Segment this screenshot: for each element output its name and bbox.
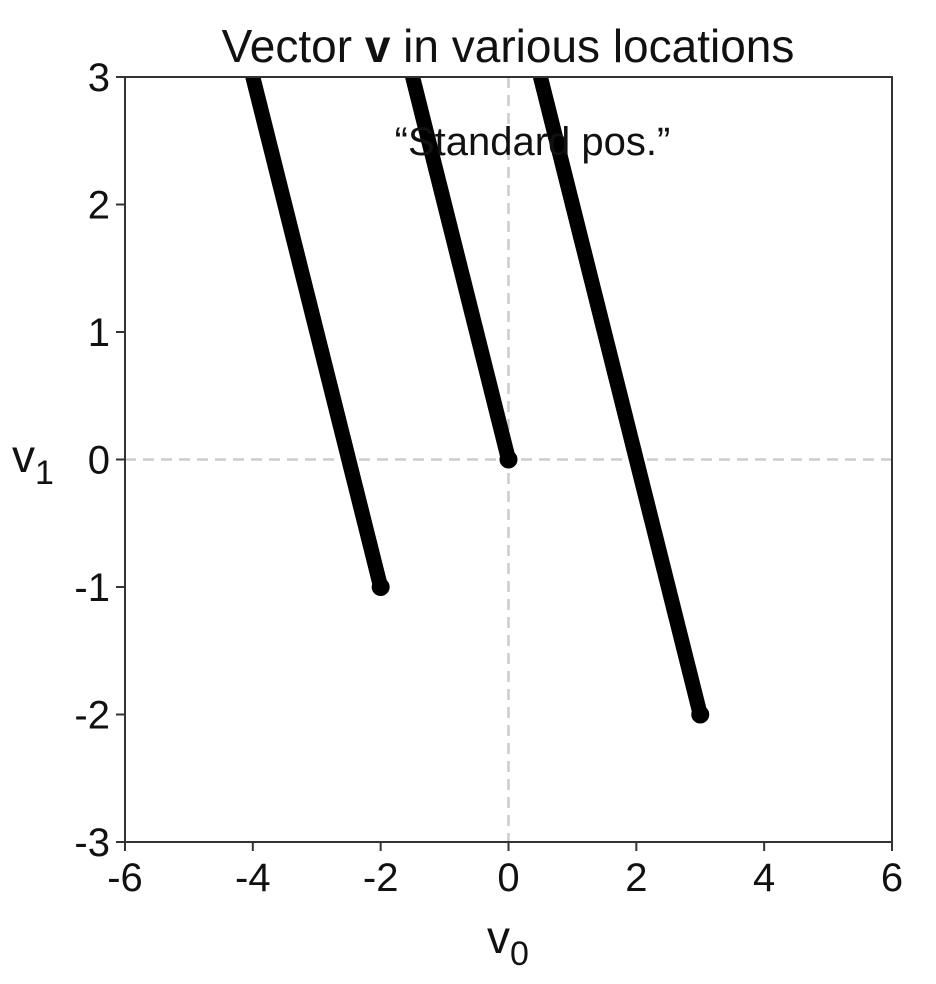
y-tick-label: 1 xyxy=(88,311,110,355)
vector-tail-dot xyxy=(499,450,518,469)
y-axis-label-subscript: 1 xyxy=(35,454,54,492)
x-axis-label-base: v xyxy=(487,911,510,963)
y-axis-label: v1 xyxy=(12,430,54,492)
annotation-standard-pos: “Standard pos.” xyxy=(395,120,671,164)
x-axis-label: v0 xyxy=(487,911,529,973)
x-tick-label: -2 xyxy=(363,856,399,900)
chart-title-part: in various locations xyxy=(390,20,794,72)
x-tick-label: 0 xyxy=(497,856,519,900)
vector-shaft xyxy=(404,77,516,462)
chart-title-part: Vector xyxy=(222,20,365,72)
y-tick-label: 3 xyxy=(88,56,110,100)
y-tick-label: -2 xyxy=(74,694,110,738)
vector-arrow-2 xyxy=(245,77,390,596)
x-tick-label: -6 xyxy=(107,856,143,900)
chart-title-bold-v: v xyxy=(365,20,391,72)
y-axis-label-base: v xyxy=(12,430,35,482)
vector-arrow-3 xyxy=(532,77,710,724)
vector-tail-dot xyxy=(371,578,390,596)
y-tick-label: -3 xyxy=(74,821,110,865)
x-axis-label-subscript: 0 xyxy=(510,935,529,973)
vectors-layer xyxy=(245,77,710,724)
x-tick-label: 6 xyxy=(881,856,903,900)
vector-shaft xyxy=(532,77,708,717)
y-tick-label: -1 xyxy=(74,566,110,610)
vector-tail-dot xyxy=(691,705,710,724)
x-tick-label: -4 xyxy=(235,856,271,900)
x-tick-label: 2 xyxy=(625,856,647,900)
y-tick-label: 2 xyxy=(88,184,110,228)
y-axis-ticks: -3 -2 -1 0 1 2 3 xyxy=(74,56,125,865)
y-tick-label: 0 xyxy=(88,439,110,483)
x-axis-ticks: -6 -4 -2 0 2 4 6 xyxy=(107,842,903,900)
vector-arrow-1 xyxy=(404,77,518,469)
x-tick-label: 4 xyxy=(753,856,775,900)
chart-title: Vector v in various locations xyxy=(222,20,795,72)
vector-shaft xyxy=(245,77,388,589)
